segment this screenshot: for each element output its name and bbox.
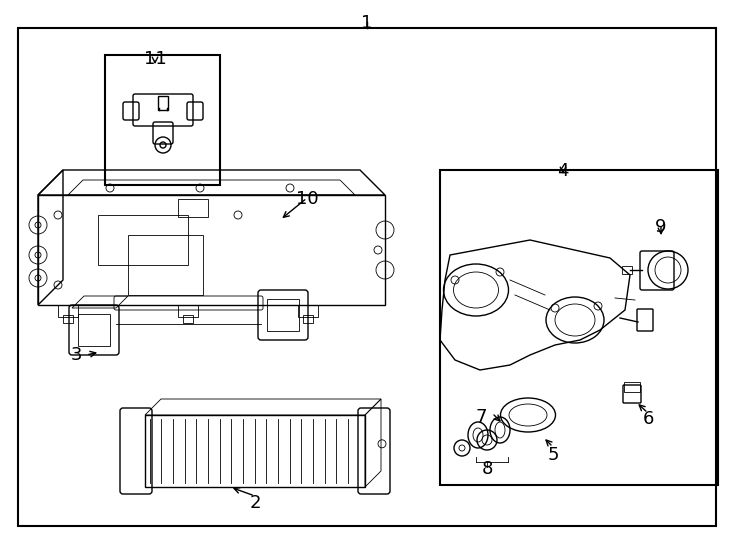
Bar: [622, 266, 632, 274]
Text: 9: 9: [655, 218, 666, 236]
Bar: [303, 315, 313, 323]
Bar: [128, 235, 203, 295]
Text: 10: 10: [296, 190, 319, 208]
Bar: [178, 305, 198, 317]
Bar: [298, 305, 318, 317]
Bar: [98, 215, 188, 265]
Text: 5: 5: [548, 446, 559, 464]
Text: 7: 7: [476, 408, 487, 426]
Bar: [145, 415, 365, 487]
Text: 2: 2: [250, 494, 261, 512]
Text: 1: 1: [361, 14, 373, 32]
Text: 6: 6: [642, 410, 654, 428]
Bar: [158, 96, 168, 110]
Bar: [58, 305, 78, 317]
Text: 4: 4: [557, 162, 569, 180]
Bar: [183, 315, 193, 323]
Bar: [63, 315, 73, 323]
Text: 11: 11: [144, 50, 167, 68]
Text: 3: 3: [70, 346, 82, 364]
Bar: [624, 382, 640, 392]
Bar: [440, 170, 718, 485]
Bar: [178, 199, 208, 217]
Bar: [78, 314, 110, 346]
Bar: [105, 55, 220, 185]
Text: 8: 8: [482, 460, 493, 478]
Bar: [267, 299, 299, 331]
